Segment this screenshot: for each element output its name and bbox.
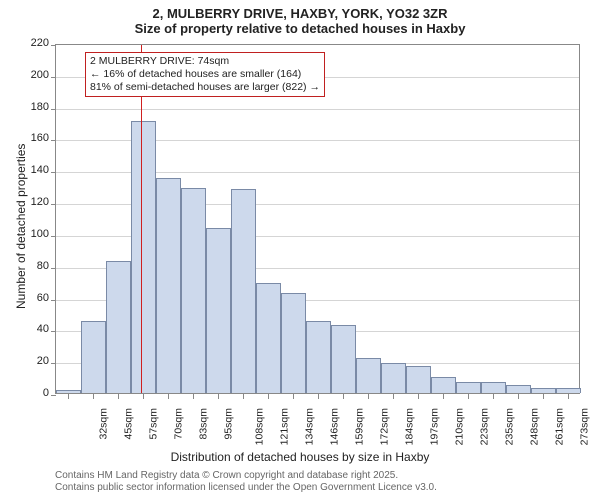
y-tick-label: 20 <box>19 355 49 367</box>
histogram-bar <box>431 377 456 393</box>
x-tick <box>193 394 194 399</box>
x-tick <box>343 394 344 399</box>
x-tick-label: 261sqm <box>553 408 565 445</box>
x-tick <box>168 394 169 399</box>
x-tick <box>568 394 569 399</box>
x-tick <box>443 394 444 399</box>
histogram-bar <box>81 321 106 393</box>
x-tick-label: 121sqm <box>278 408 290 445</box>
annotation-box: 2 MULBERRY DRIVE: 74sqm← 16% of detached… <box>85 52 325 97</box>
title-block: 2, MULBERRY DRIVE, HAXBY, YORK, YO32 3ZR… <box>0 0 600 36</box>
x-tick <box>468 394 469 399</box>
x-tick <box>543 394 544 399</box>
histogram-bar <box>156 178 181 393</box>
x-tick <box>293 394 294 399</box>
x-tick-label: 172sqm <box>378 408 390 445</box>
x-tick <box>218 394 219 399</box>
histogram-bar <box>331 325 356 393</box>
y-tick <box>51 395 56 396</box>
histogram-bar <box>556 388 581 393</box>
x-tick <box>93 394 94 399</box>
histogram-bar <box>181 188 206 393</box>
y-tick-label: 180 <box>19 101 49 113</box>
attribution-line-2: Contains public sector information licen… <box>55 482 437 493</box>
x-tick <box>268 394 269 399</box>
annot-line-3: 81% of semi-detached houses are larger (… <box>90 81 320 94</box>
y-tick-label: 160 <box>19 132 49 144</box>
y-tick <box>51 109 56 110</box>
histogram-bar <box>406 366 431 393</box>
histogram-bar <box>131 121 156 393</box>
x-axis-label: Distribution of detached houses by size … <box>0 450 600 464</box>
y-tick-label: 0 <box>19 387 49 399</box>
x-tick-label: 134sqm <box>303 408 315 445</box>
x-tick-label: 57sqm <box>147 408 159 440</box>
y-tick-label: 100 <box>19 228 49 240</box>
histogram-bar <box>256 283 281 393</box>
y-tick <box>51 363 56 364</box>
annot-line-1: 2 MULBERRY DRIVE: 74sqm <box>90 55 320 68</box>
x-tick <box>493 394 494 399</box>
x-tick-label: 223sqm <box>478 408 490 445</box>
histogram-bar <box>531 388 556 393</box>
histogram-bar <box>356 358 381 393</box>
y-tick-label: 60 <box>19 292 49 304</box>
histogram-bar <box>56 390 81 393</box>
x-tick-label: 95sqm <box>222 408 234 440</box>
x-tick <box>318 394 319 399</box>
histogram-bar <box>206 228 231 393</box>
title-line-1: 2, MULBERRY DRIVE, HAXBY, YORK, YO32 3ZR <box>0 6 600 21</box>
annot-line-2: ← 16% of detached houses are smaller (16… <box>90 68 320 81</box>
x-tick <box>418 394 419 399</box>
x-tick <box>243 394 244 399</box>
histogram-bar <box>306 321 331 393</box>
histogram-bar <box>481 382 506 393</box>
y-tick-label: 200 <box>19 69 49 81</box>
y-tick-label: 140 <box>19 164 49 176</box>
x-tick <box>143 394 144 399</box>
x-tick <box>393 394 394 399</box>
y-tick-label: 40 <box>19 323 49 335</box>
title-line-2: Size of property relative to detached ho… <box>0 21 600 36</box>
histogram-bar <box>106 261 131 393</box>
y-tick <box>51 300 56 301</box>
chart-container: 2, MULBERRY DRIVE, HAXBY, YORK, YO32 3ZR… <box>0 0 600 500</box>
x-tick-label: 248sqm <box>528 408 540 445</box>
y-tick <box>51 236 56 237</box>
x-tick <box>118 394 119 399</box>
x-tick-label: 273sqm <box>578 408 590 445</box>
histogram-bar <box>506 385 531 393</box>
x-tick-label: 197sqm <box>428 408 440 445</box>
y-tick <box>51 140 56 141</box>
histogram-bar <box>456 382 481 393</box>
histogram-bar <box>281 293 306 393</box>
attribution-line-1: Contains HM Land Registry data © Crown c… <box>55 470 398 481</box>
y-tick <box>51 172 56 173</box>
x-tick-label: 108sqm <box>253 408 265 445</box>
x-tick-label: 146sqm <box>328 408 340 445</box>
y-tick <box>51 77 56 78</box>
x-tick-label: 70sqm <box>172 408 184 440</box>
histogram-bar <box>381 363 406 393</box>
x-tick-label: 159sqm <box>353 408 365 445</box>
x-tick-label: 83sqm <box>197 408 209 440</box>
y-tick <box>51 45 56 46</box>
x-tick-label: 210sqm <box>453 408 465 445</box>
x-tick <box>518 394 519 399</box>
x-tick-label: 32sqm <box>97 408 109 440</box>
y-tick <box>51 331 56 332</box>
y-tick-label: 120 <box>19 196 49 208</box>
y-tick-label: 220 <box>19 37 49 49</box>
histogram-bar <box>231 189 256 393</box>
y-tick <box>51 268 56 269</box>
x-tick <box>368 394 369 399</box>
y-tick <box>51 204 56 205</box>
x-tick-label: 235sqm <box>503 408 515 445</box>
y-tick-label: 80 <box>19 260 49 272</box>
x-tick <box>68 394 69 399</box>
gridline <box>56 109 579 110</box>
x-tick-label: 45sqm <box>122 408 134 440</box>
x-tick-label: 184sqm <box>403 408 415 445</box>
